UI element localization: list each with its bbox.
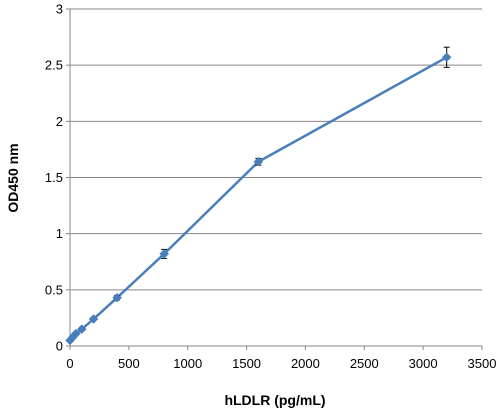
gridlines	[70, 8, 482, 291]
data-series	[65, 46, 452, 346]
tick-labels: 0 0.5 1 1.5 2 2.5 3 0 500 1000 1500 2000 2500 3000 350…	[45, 2, 497, 372]
x-tick-label: 0	[66, 356, 73, 371]
x-tick-label: 1000	[173, 356, 202, 371]
y-tick-label: 2.5	[45, 58, 63, 73]
y-tick-label: 3	[56, 2, 63, 17]
x-tick-label: 2500	[350, 356, 379, 371]
x-tick-label: 500	[118, 356, 140, 371]
y-tick-label: 0	[56, 339, 63, 354]
y-axis-title: OD450 nm	[5, 143, 21, 212]
x-axis-title: hLDLR (pg/mL)	[224, 392, 325, 408]
x-tick-label: 2000	[291, 356, 320, 371]
y-tick-label: 2	[56, 114, 63, 129]
axes	[66, 8, 483, 350]
data-point	[112, 292, 122, 303]
y-tick-label: 1	[56, 226, 63, 241]
data-point	[159, 249, 170, 259]
x-tick-label: 3500	[468, 356, 497, 371]
series-line	[69, 56, 448, 342]
data-point	[88, 314, 99, 324]
data-point	[253, 156, 264, 167]
y-tick-label: 0.5	[45, 282, 63, 297]
data-point	[71, 328, 81, 339]
data-point	[441, 52, 452, 63]
data-point	[76, 324, 87, 335]
x-tick-label: 3000	[409, 356, 438, 371]
y-tick-label: 1.5	[45, 170, 63, 185]
x-tick-label: 1500	[232, 356, 261, 371]
